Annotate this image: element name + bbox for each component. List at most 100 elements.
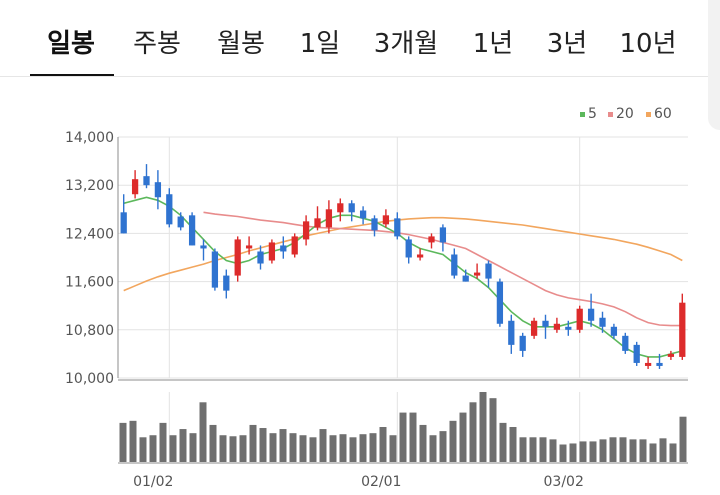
y-tick-label: 10,800 xyxy=(65,323,114,339)
tab-daily[interactable]: 일봉 xyxy=(47,29,95,59)
volume-bar xyxy=(599,439,607,462)
candle-body xyxy=(188,215,196,246)
candle-body xyxy=(508,320,515,345)
tab-1year[interactable]: 1년 xyxy=(472,29,514,59)
candle-body xyxy=(302,221,310,240)
volume-bar xyxy=(549,439,557,462)
volume-bar xyxy=(129,420,137,462)
candle-body xyxy=(143,176,150,186)
tab-monthly[interactable]: 월봉 xyxy=(217,29,265,59)
x-tick-label: 02/01 xyxy=(361,474,401,490)
candle-body xyxy=(462,275,469,282)
candle-body xyxy=(268,242,276,261)
candle-body xyxy=(166,194,173,225)
candle-body xyxy=(234,239,241,276)
tab-10year[interactable]: 10년 xyxy=(619,29,677,59)
candle-body xyxy=(348,203,355,213)
candle-body xyxy=(565,326,572,330)
candle-body xyxy=(131,179,139,195)
volume-bar xyxy=(439,431,447,462)
candle-body xyxy=(177,216,184,228)
candle-body xyxy=(439,227,447,243)
volume-bar xyxy=(359,434,367,462)
candle-body xyxy=(120,212,127,234)
candle-body xyxy=(633,344,640,363)
candle-body xyxy=(496,281,504,324)
volume-bar xyxy=(579,441,587,462)
volume-bar xyxy=(649,443,657,462)
ma5-line xyxy=(123,196,683,358)
candle-body xyxy=(416,254,424,258)
tab-3year[interactable]: 3년 xyxy=(546,29,588,59)
volume-bar xyxy=(609,437,617,462)
y-tick-label: 14,000 xyxy=(65,130,114,146)
candle-body xyxy=(291,236,298,255)
volume-bar xyxy=(429,435,437,462)
legend-item-ma60: 60 xyxy=(646,106,672,122)
x-tick-label: 01/02 xyxy=(133,474,173,490)
volume-bar xyxy=(419,424,427,462)
tab-3month[interactable]: 3개월 xyxy=(373,29,439,59)
tab-divider xyxy=(0,76,720,77)
volume-bar xyxy=(339,434,347,462)
volume-bar xyxy=(499,422,507,462)
tab-1day[interactable]: 1일 xyxy=(299,29,341,59)
volume-bar xyxy=(569,443,577,462)
candle-body xyxy=(542,320,549,327)
volume-bar xyxy=(159,422,167,462)
volume-bar xyxy=(189,433,197,462)
candle-body xyxy=(200,245,207,249)
volume-bar xyxy=(169,435,177,462)
volume-bar xyxy=(489,398,497,462)
candle-body xyxy=(245,245,253,249)
volume-bar xyxy=(259,428,267,462)
candle-body xyxy=(473,272,481,276)
volume-bar xyxy=(469,402,477,462)
tab-weekly[interactable]: 주봉 xyxy=(133,29,181,59)
candle-body xyxy=(679,302,686,357)
volume-bar xyxy=(119,422,127,462)
candle-body xyxy=(622,335,629,351)
candle-body xyxy=(382,215,390,225)
volume-bar xyxy=(449,420,457,462)
volume-bar xyxy=(379,427,387,462)
volume-bar xyxy=(409,412,417,462)
volume-bar xyxy=(299,435,307,462)
candle-body xyxy=(337,203,344,213)
volume-bar xyxy=(139,437,147,462)
volume-bar xyxy=(539,437,547,462)
volume-bar xyxy=(659,438,667,462)
volume-bar xyxy=(669,443,677,462)
volume-bar xyxy=(529,437,537,462)
candle-body xyxy=(257,251,264,264)
volume-bar xyxy=(399,412,407,462)
candle-body xyxy=(371,218,378,231)
volume-bar xyxy=(509,427,517,462)
volume-bar xyxy=(209,424,217,462)
volume-bar xyxy=(269,433,277,462)
volume-bar xyxy=(219,435,227,462)
volume-bar xyxy=(459,412,467,462)
volume-bar xyxy=(179,429,187,462)
volume-bar xyxy=(149,435,157,462)
y-tick-label: 11,600 xyxy=(65,275,114,291)
candle-body xyxy=(314,218,321,228)
volume-bar xyxy=(199,402,207,462)
period-tab-bar: 일봉 주봉 월봉 1일 3개월 1년 3년 10년 xyxy=(0,0,720,78)
ma60-line xyxy=(123,216,683,292)
volume-bar xyxy=(319,429,327,462)
volume-bar xyxy=(229,436,237,462)
legend-label: 5 xyxy=(588,106,597,122)
candle-body xyxy=(519,335,526,351)
volume-bar xyxy=(329,435,337,462)
candle-body xyxy=(656,362,663,366)
candle-body xyxy=(553,323,561,330)
volume-bar xyxy=(639,439,647,462)
volume-bar xyxy=(349,437,357,462)
legend-swatch xyxy=(646,111,651,117)
y-tick-label: 13,200 xyxy=(65,178,114,194)
volume-bar xyxy=(309,437,317,462)
x-tick-label: 03/02 xyxy=(544,474,584,490)
legend-item-ma5: 5 xyxy=(580,106,597,122)
